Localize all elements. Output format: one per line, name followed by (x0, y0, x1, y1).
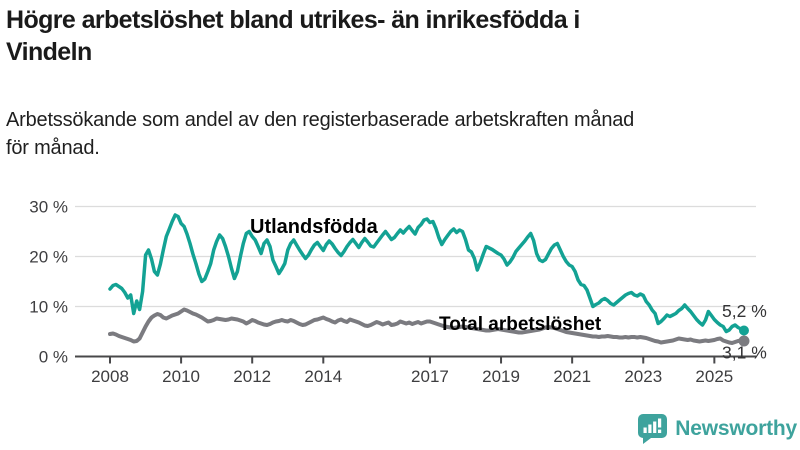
exclamation-dot (658, 429, 662, 433)
ytick-label-20: 20 % (29, 248, 68, 267)
series-label-total-arbetsloshet: Total arbetslöshet (439, 314, 602, 335)
xtick-label-2010: 2010 (162, 367, 200, 386)
newsworthy-logo: Newsworthy (637, 413, 797, 444)
xtick-label-2008: 2008 (91, 367, 129, 386)
ytick-label-30: 30 % (29, 198, 68, 217)
x-axis: 2008 2010 2012 2014 2017 2019 2021 2023 2025 (75, 355, 756, 386)
ytick-label-10: 10 % (29, 298, 68, 317)
xtick-label-2023: 2023 (624, 367, 662, 386)
bar-large (653, 421, 657, 433)
page-subtitle: Arbetssökande som andel av den registerb… (6, 109, 635, 159)
end-value-label-total: 3,1 % (722, 343, 767, 363)
line-total (108, 307, 746, 345)
newsworthy-wordmark: Newsworthy (675, 416, 797, 440)
xtick-label-2021: 2021 (553, 367, 591, 386)
end-value-label-utlandsfodda: 5,2 % (722, 301, 767, 321)
bar-medium (648, 424, 652, 433)
xtick-label-2014: 2014 (304, 367, 342, 386)
xtick-label-2012: 2012 (233, 367, 271, 386)
bar-small (643, 427, 647, 433)
speech-bubble-shape (638, 414, 668, 444)
newsworthy-icon (638, 414, 668, 444)
gridlines (75, 205, 756, 308)
xtick-label-2025: 2025 (695, 367, 733, 386)
ytick-label-0: 0 % (39, 348, 68, 367)
xtick-label-2019: 2019 (482, 367, 520, 386)
y-axis-labels: 30 % 20 % 10 % 0 % (29, 198, 68, 367)
series-label-utlandsfodda: Utlandsfödda (250, 216, 379, 238)
page-title: Högre arbetslöshet bland utrikes- än inr… (6, 6, 580, 66)
line-utlandsfodda (108, 213, 746, 334)
xtick-label-2017: 2017 (411, 367, 449, 386)
exclamation-bar (658, 418, 662, 428)
end-dot-utlandsfodda (738, 325, 749, 336)
end-dot-total (738, 335, 750, 347)
series-lines (108, 213, 750, 347)
